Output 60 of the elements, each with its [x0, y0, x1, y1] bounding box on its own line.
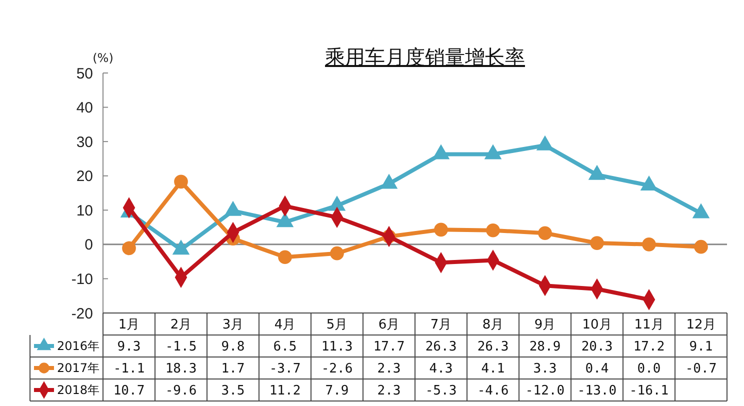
data-label: 11.2	[269, 384, 301, 399]
x-tick-label: 7月	[430, 318, 452, 333]
data-label: -2.6	[321, 362, 353, 377]
data-label: 17.2	[633, 340, 665, 355]
y-tick-label: 10	[76, 202, 93, 220]
data-label: -13.0	[577, 384, 617, 399]
data-label: 9.1	[689, 340, 713, 355]
legend-label: 2017年	[57, 361, 100, 376]
data-label: 0.4	[585, 362, 609, 377]
x-tick-label: 3月	[222, 318, 244, 333]
data-label: 3.5	[221, 384, 245, 399]
y-tick-label: 0	[84, 236, 93, 254]
data-label: 6.5	[273, 340, 297, 355]
data-label: 9.8	[221, 340, 245, 355]
data-label: 2.3	[377, 362, 401, 377]
data-label: 26.3	[477, 340, 509, 355]
y-tick-label: 30	[76, 134, 93, 151]
y-tick-label: 20	[76, 168, 93, 186]
data-label: 28.9	[529, 340, 561, 355]
data-label: 3.3	[533, 362, 557, 377]
data-label: -16.1	[629, 384, 669, 399]
data-label: -12.0	[525, 384, 565, 399]
data-label: -1.5	[165, 340, 197, 355]
data-label: 0.0	[637, 362, 661, 377]
legend-label: 2016年	[57, 339, 100, 354]
data-label: 17.7	[373, 340, 405, 355]
data-label: 11.3	[321, 340, 353, 355]
y-tick-label: 50	[76, 65, 93, 82]
x-tick-label: 9月	[534, 318, 556, 333]
data-label: 7.9	[325, 384, 349, 399]
y-tick-label: 40	[76, 100, 93, 117]
data-label: 1.7	[221, 362, 245, 377]
data-label: 20.3	[581, 340, 613, 355]
data-label: -1.1	[113, 362, 145, 377]
x-tick-label: 11月	[634, 318, 664, 333]
data-label: -5.3	[425, 384, 457, 399]
data-label: -3.7	[269, 362, 301, 377]
data-label: 9.3	[117, 340, 141, 355]
data-label: 18.3	[165, 362, 197, 377]
x-tick-label: 1月	[118, 318, 140, 333]
x-tick-label: 5月	[326, 318, 348, 333]
data-label: -0.7	[685, 362, 717, 377]
x-tick-label: 2月	[170, 318, 192, 333]
legend-label: 2018年	[57, 383, 100, 398]
data-label: -9.6	[165, 384, 197, 399]
y-axis-title: (%)	[92, 51, 114, 65]
x-tick-label: 6月	[378, 318, 400, 333]
x-tick-label: 8月	[482, 318, 504, 333]
x-tick-label: 12月	[686, 318, 716, 333]
x-tick-label: 4月	[274, 318, 296, 333]
data-label: 2.3	[377, 384, 401, 399]
data-label: 4.1	[481, 362, 505, 377]
data-label: 4.3	[429, 362, 453, 377]
x-tick-label: 10月	[582, 318, 612, 333]
data-label: -4.6	[477, 384, 509, 399]
y-tick-label: -10	[71, 270, 93, 288]
chart-title: 乘用车月度销量增长率	[325, 45, 525, 69]
data-label: 26.3	[425, 340, 457, 355]
y-tick-label: -20	[71, 305, 93, 322]
data-label: 10.7	[113, 384, 145, 399]
